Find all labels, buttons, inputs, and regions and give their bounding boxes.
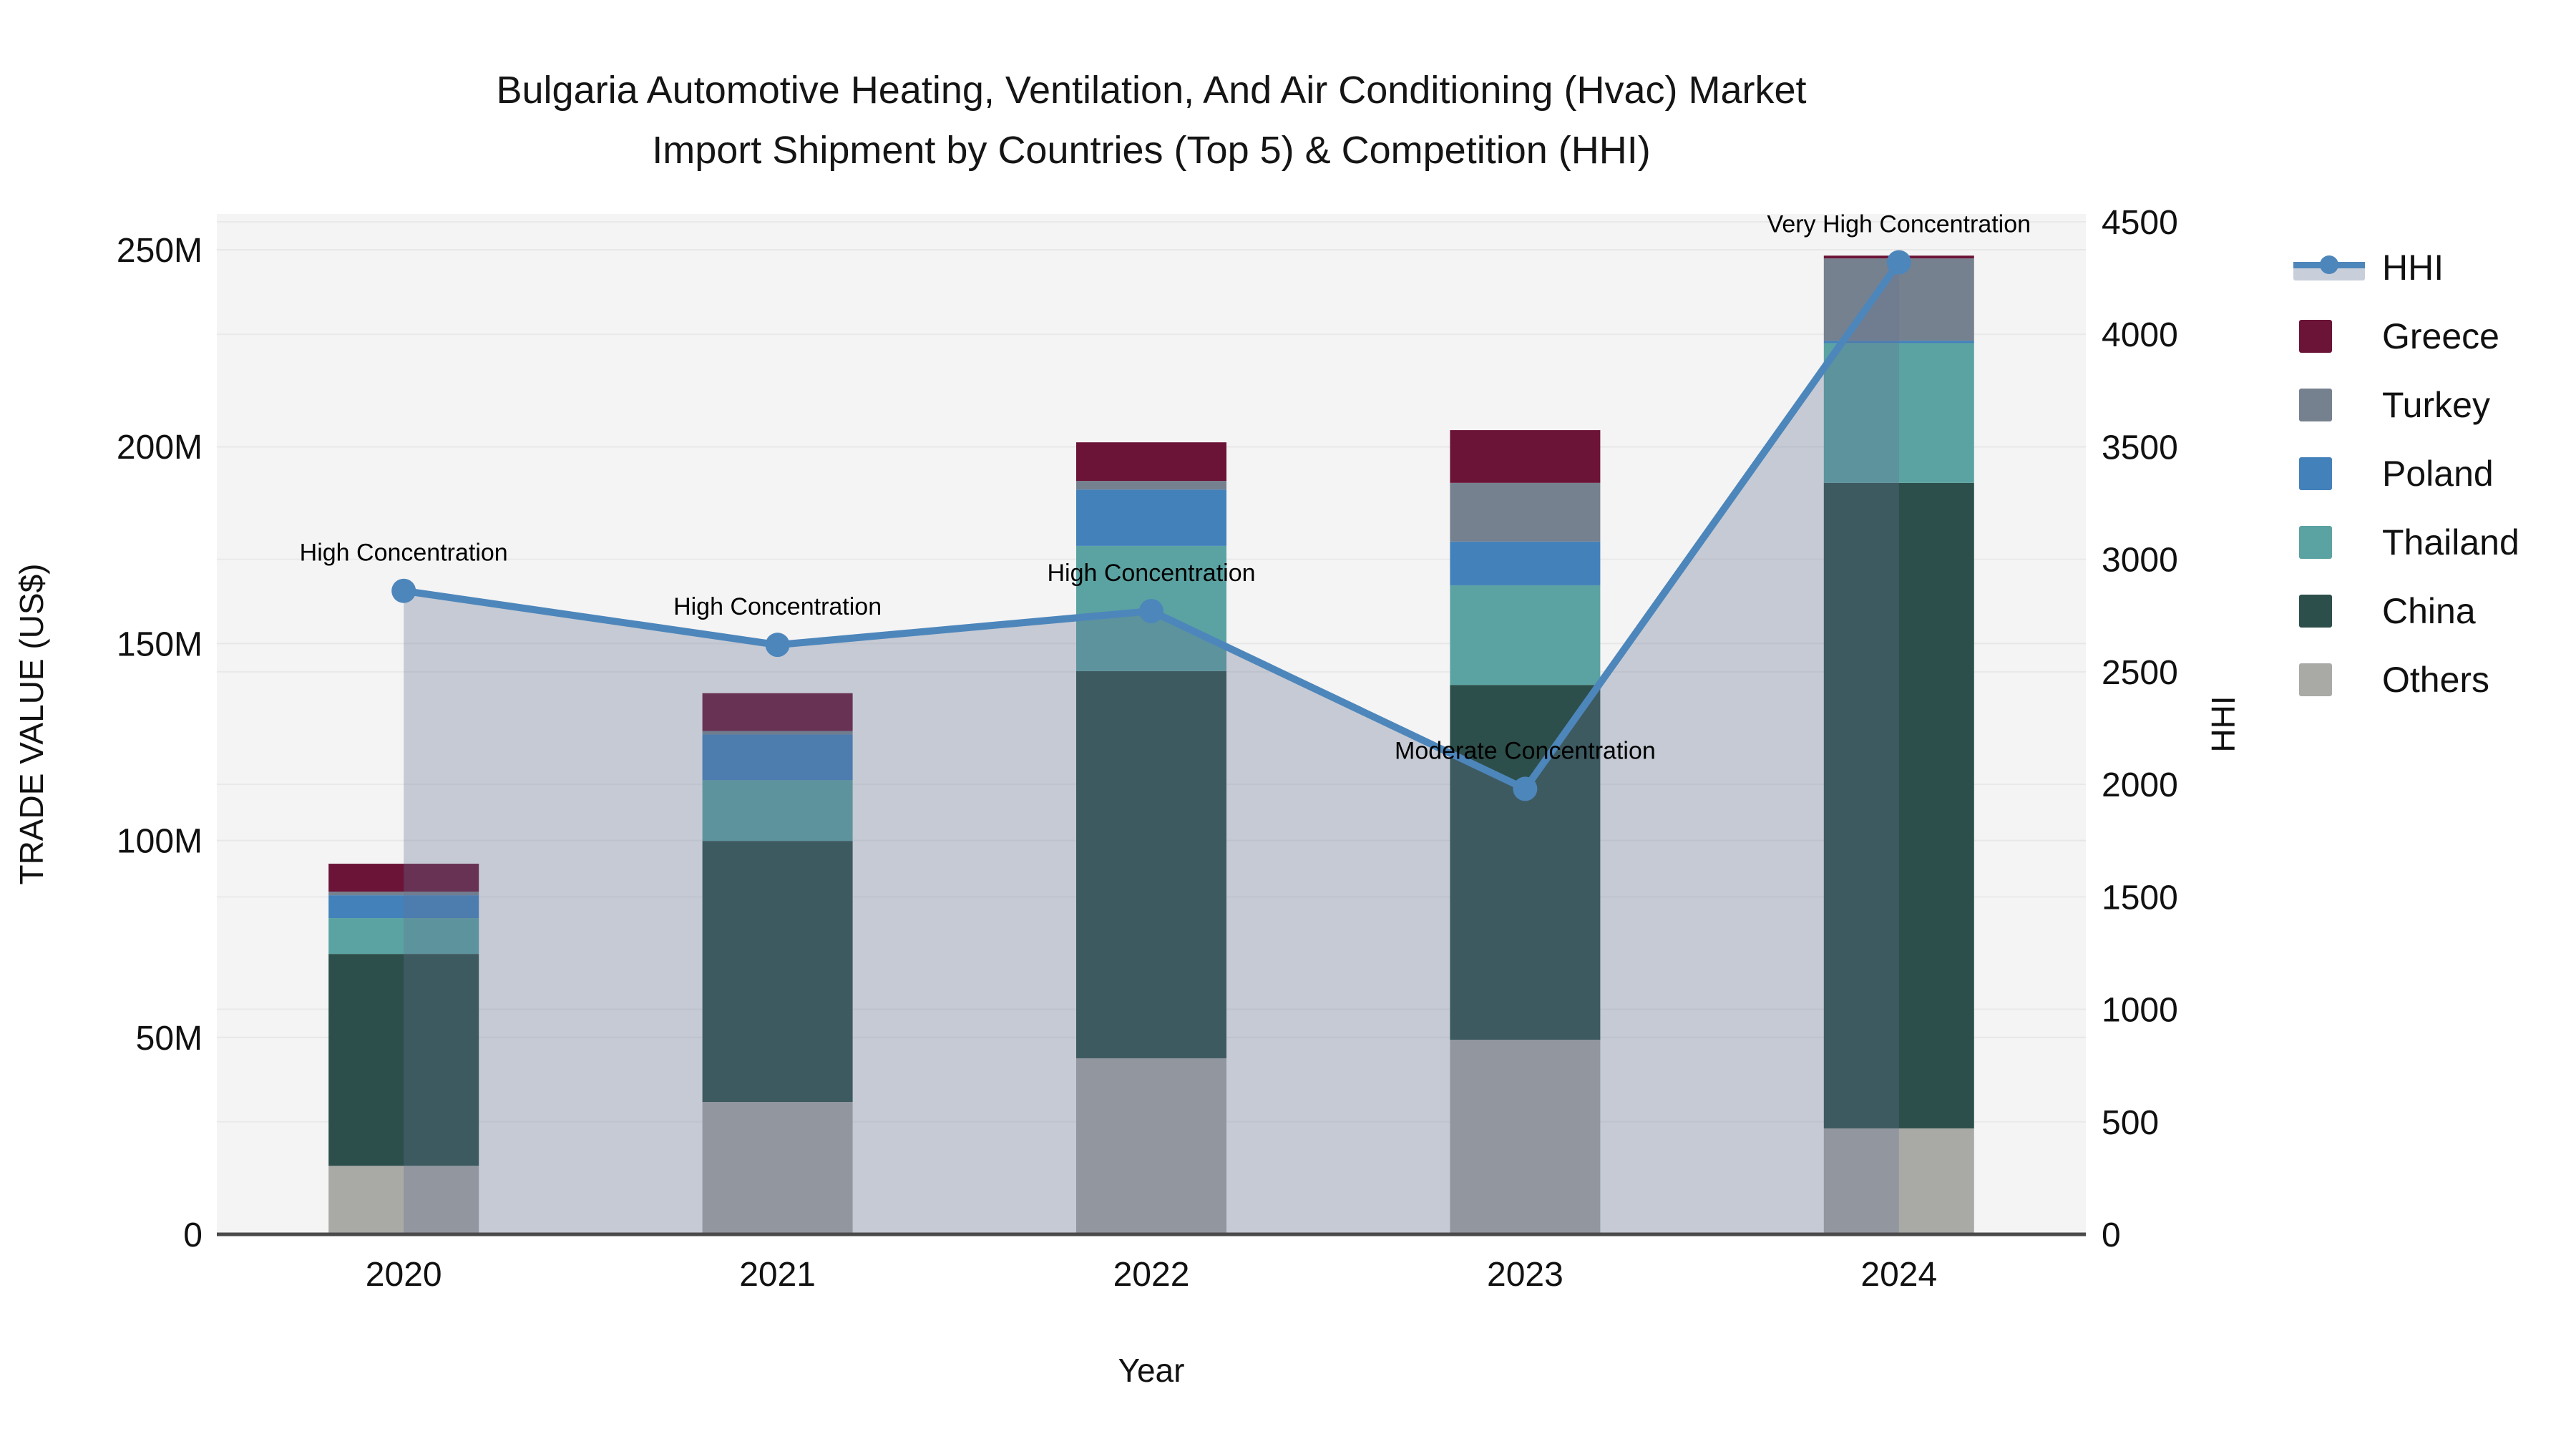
- x-tick-label-2021: 2021: [739, 1256, 816, 1294]
- legend-item-others: Others: [2293, 645, 2519, 714]
- bar-segment-others-2023: [1450, 1040, 1601, 1234]
- legend-swatch-holder: [2293, 388, 2365, 422]
- legend-label-china: China: [2382, 591, 2476, 631]
- right-tick-label-1500: 1500: [2102, 879, 2178, 917]
- bar-segment-china-2020: [328, 954, 479, 1166]
- x-axis-title: Year: [1118, 1352, 1185, 1389]
- legend-label-poland: Poland: [2382, 454, 2494, 494]
- right-tick-label-4500: 4500: [2102, 204, 2178, 242]
- left-tick-label-50M: 50M: [136, 1020, 203, 1058]
- legend-label-others: Others: [2382, 660, 2490, 700]
- legend-label-hhi: HHI: [2382, 248, 2444, 288]
- legend-swatch-others: [2299, 663, 2332, 696]
- bar-segment-others-2021: [702, 1102, 853, 1234]
- hhi-marker-swatch: [2320, 255, 2338, 274]
- x-tick-label-2023: 2023: [1487, 1256, 1563, 1294]
- legend-item-greece: Greece: [2293, 302, 2519, 371]
- left-tick-label-150M: 150M: [117, 625, 203, 663]
- bar-segment-turkey-2021: [702, 731, 853, 735]
- legend-item-thailand: Thailand: [2293, 508, 2519, 577]
- legend-item-turkey: Turkey: [2293, 371, 2519, 439]
- bar-segment-others-2022: [1076, 1058, 1226, 1234]
- annotation-2024: Very High Concentration: [1767, 211, 2031, 238]
- hhi-marker-2024: [1886, 250, 1911, 275]
- bar-segment-thailand-2021: [702, 780, 853, 841]
- right-tick-label-500: 500: [2102, 1104, 2159, 1142]
- bar-segment-china-2023: [1450, 685, 1601, 1040]
- bar-segment-thailand-2024: [1823, 343, 1974, 483]
- hhi-marker-2021: [765, 633, 790, 658]
- legend-swatch-greece: [2299, 320, 2332, 353]
- bar-segment-thailand-2023: [1450, 585, 1601, 686]
- bar-segment-poland-2022: [1076, 489, 1226, 546]
- chart-title-line2: Import Shipment by Countries (Top 5) & C…: [652, 129, 1651, 172]
- legend-swatch-holder: [2293, 594, 2365, 628]
- bar-segment-turkey-2023: [1450, 482, 1601, 542]
- bar-segment-china-2022: [1076, 670, 1226, 1058]
- legend-swatch-turkey: [2299, 389, 2332, 421]
- bar-segment-thailand-2020: [328, 918, 479, 955]
- legend-label-thailand: Thailand: [2382, 522, 2519, 562]
- x-tick-label-2022: 2022: [1113, 1256, 1190, 1294]
- bar-segment-turkey-2022: [1076, 481, 1226, 490]
- legend-label-turkey: Turkey: [2382, 385, 2490, 425]
- hhi-line-icon: [2293, 250, 2365, 285]
- hhi-marker-2022: [1139, 598, 1163, 623]
- bar-segment-greece-2023: [1450, 430, 1601, 483]
- chart-title: Bulgaria Automotive Heating, Ventilation…: [217, 60, 2086, 180]
- right-tick-label-0: 0: [2102, 1216, 2121, 1254]
- x-tick-label-2024: 2024: [1860, 1256, 1937, 1294]
- right-axis-title: HHI: [2205, 696, 2242, 753]
- right-tick-label-3500: 3500: [2102, 429, 2178, 467]
- x-tick-label-2020: 2020: [366, 1256, 442, 1294]
- bar-segment-poland-2023: [1450, 541, 1601, 585]
- legend-item-hhi: HHI: [2293, 233, 2519, 302]
- bar-segment-poland-2020: [328, 895, 479, 919]
- left-tick-label-250M: 250M: [117, 232, 203, 270]
- bar-segment-china-2021: [702, 841, 853, 1103]
- bar-segment-poland-2021: [702, 734, 853, 781]
- right-tick-label-2500: 2500: [2102, 654, 2178, 692]
- legend-item-china: China: [2293, 577, 2519, 645]
- legend-swatch-china: [2299, 595, 2332, 628]
- annotation-2022: High Concentration: [1047, 560, 1255, 587]
- legend-item-poland: Poland: [2293, 439, 2519, 508]
- legend-label-greece: Greece: [2382, 316, 2499, 356]
- bar-segment-poland-2024: [1823, 341, 1974, 343]
- chart-title-line1: Bulgaria Automotive Heating, Ventilation…: [496, 69, 1807, 112]
- right-tick-label-4000: 4000: [2102, 316, 2178, 354]
- legend: HHI Greece Turkey Poland Thailand China Others: [2293, 233, 2519, 714]
- bar-segment-others-2020: [328, 1166, 479, 1234]
- annotation-2020: High Concentration: [300, 540, 508, 567]
- left-axis-title: TRADE VALUE (US$): [13, 563, 50, 885]
- bar-segment-greece-2021: [702, 693, 853, 731]
- legend-swatch-holder: [2293, 525, 2365, 560]
- annotation-2021: High Concentration: [673, 593, 882, 620]
- right-tick-label-3000: 3000: [2102, 542, 2178, 580]
- right-tick-label-2000: 2000: [2102, 766, 2178, 804]
- bar-segment-china-2024: [1823, 482, 1974, 1128]
- bar-segment-others-2024: [1823, 1128, 1974, 1234]
- bar-segment-turkey-2020: [328, 892, 479, 896]
- legend-swatch-holder: [2293, 663, 2365, 697]
- legend-swatch-holder: [2293, 319, 2365, 353]
- annotation-2023: Moderate Concentration: [1395, 737, 1656, 764]
- bar-segment-greece-2020: [328, 864, 479, 892]
- hhi-area: [404, 262, 1899, 1235]
- legend-swatch-poland: [2299, 457, 2332, 490]
- bar-segment-greece-2022: [1076, 442, 1226, 482]
- left-tick-label-100M: 100M: [117, 823, 203, 861]
- legend-swatch-thailand: [2299, 526, 2332, 559]
- hhi-marker-2023: [1513, 776, 1538, 801]
- hhi-marker-2020: [391, 578, 416, 603]
- right-tick-label-1000: 1000: [2102, 992, 2178, 1030]
- legend-swatch-holder: [2293, 457, 2365, 491]
- left-tick-label-0: 0: [183, 1216, 203, 1254]
- left-tick-label-200M: 200M: [117, 429, 203, 467]
